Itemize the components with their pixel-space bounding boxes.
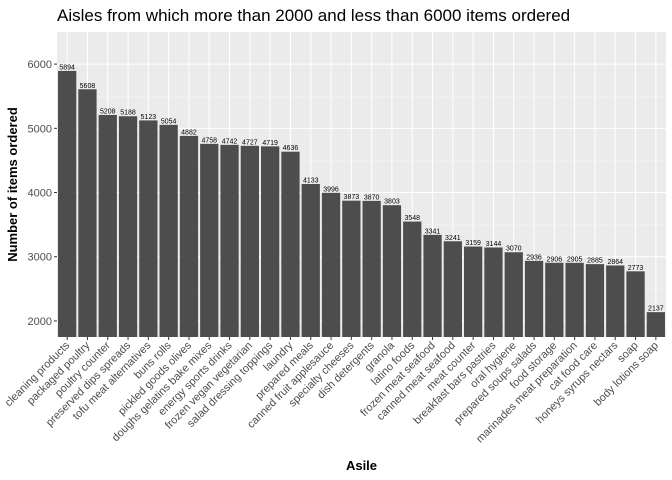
data-label: 4133 (303, 177, 319, 184)
y-tick-label: 5000 (28, 123, 52, 135)
data-label: 3548 (404, 215, 420, 222)
data-label: 3870 (364, 194, 380, 201)
bar (524, 260, 544, 337)
data-labels: 5894 5608 5208 5188 5123 5054 4882 4758 4742 4727… (59, 64, 663, 312)
bar (504, 252, 523, 337)
data-label: 3144 (486, 241, 502, 248)
bar (118, 116, 138, 338)
data-label: 4719 (262, 140, 278, 147)
y-tick-label: 2000 (28, 316, 52, 328)
bar (301, 183, 320, 337)
bars (58, 70, 665, 338)
data-label: 2773 (628, 265, 644, 272)
plot-panel (57, 32, 666, 337)
data-label: 2864 (607, 259, 623, 266)
data-label: 3241 (445, 235, 461, 242)
bar (240, 145, 259, 337)
bar (342, 200, 361, 337)
data-label: 4882 (181, 129, 197, 136)
data-label: 3996 (323, 186, 339, 193)
bar (382, 205, 402, 337)
y-tick-label: 3000 (28, 252, 52, 264)
bar (585, 264, 605, 337)
bar (179, 135, 199, 337)
chart-title: Aisles from which more than 2000 and les… (57, 6, 570, 25)
bar (423, 234, 442, 337)
data-label: 3341 (425, 228, 441, 235)
bar (464, 246, 483, 337)
data-label: 5608 (80, 83, 96, 90)
bar (261, 146, 280, 337)
data-label: 5054 (161, 118, 177, 125)
data-label: 2905 (567, 256, 583, 263)
bar (403, 221, 422, 337)
bar (565, 262, 584, 337)
data-label: 4727 (242, 139, 258, 146)
y-tick-label: 6000 (28, 59, 52, 71)
bar (606, 265, 625, 337)
bar (646, 312, 665, 337)
bar (362, 200, 381, 337)
bar (200, 143, 219, 337)
data-label: 5123 (141, 114, 157, 121)
y-axis: 2000 3000 4000 5000 6000 (28, 59, 57, 328)
data-label: 5188 (120, 110, 136, 117)
data-label: 4636 (283, 145, 299, 152)
bar (626, 271, 645, 337)
bar (58, 70, 77, 338)
bar (545, 262, 564, 337)
bar (139, 120, 158, 337)
data-label: 3873 (344, 194, 360, 201)
data-label: 4758 (201, 137, 217, 144)
data-label: 4742 (222, 138, 238, 145)
data-label: 3159 (465, 240, 481, 247)
data-label: 2885 (587, 258, 603, 265)
bar (78, 89, 97, 337)
bar (220, 144, 239, 337)
bar (443, 241, 462, 337)
bar (98, 114, 117, 338)
bar (159, 124, 178, 337)
x-axis-title: Asile (346, 458, 377, 473)
data-label: 3803 (384, 199, 400, 206)
data-label: 2906 (547, 256, 563, 263)
bar (321, 192, 341, 337)
data-label: 2936 (526, 254, 542, 261)
bar (281, 151, 300, 337)
y-tick-label: 4000 (28, 188, 52, 200)
data-label: 5208 (100, 108, 116, 115)
data-label: 5894 (59, 64, 75, 71)
data-label: 2137 (648, 306, 664, 313)
bar (484, 247, 503, 337)
data-label: 3070 (506, 246, 522, 253)
y-axis-title: Number of items ordered (5, 107, 20, 262)
